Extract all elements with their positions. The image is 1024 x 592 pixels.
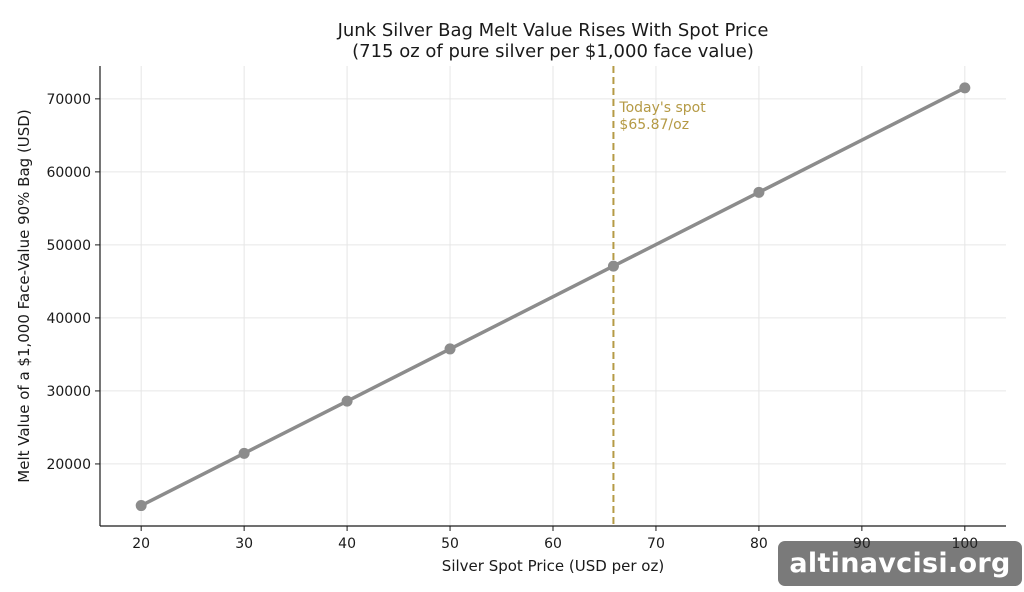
x-tick-label: 30 [235,536,253,552]
watermark-logo: altinavcisi.org [778,541,1022,586]
data-point [135,500,147,512]
y-tick-label: 70000 [46,92,91,108]
spot-label-line2: $65.87/oz [619,117,689,133]
x-tick-label: 50 [441,536,459,552]
data-point [444,343,456,355]
data-point [341,395,353,407]
x-tick-label: 60 [544,536,562,552]
chart-subtitle: (715 oz of pure silver per $1,000 face v… [352,41,754,62]
y-tick-label: 30000 [46,384,91,400]
data-point [753,186,765,198]
data-point [959,82,971,94]
chart-title: Junk Silver Bag Melt Value Rises With Sp… [337,20,769,41]
x-axis-label: Silver Spot Price (USD per oz) [442,557,664,575]
y-tick-label: 50000 [46,238,91,254]
x-tick-label: 70 [647,536,665,552]
y-tick-label: 20000 [46,457,91,473]
x-tick-label: 80 [750,536,768,552]
spot-label-line1: Today's spot [618,100,706,116]
y-tick-label: 40000 [46,311,91,327]
data-point [238,447,250,459]
series [135,82,971,512]
y-tick-label: 60000 [46,165,91,181]
data-point [607,260,619,272]
x-tick-label: 40 [338,536,356,552]
y-ticks: 20000 30000 40000 50000 60000 70000 [46,92,100,473]
spot-annotation: Today's spot $65.87/oz [612,66,706,526]
y-axis-label: Melt Value of a $1,000 Face-Value 90% Ba… [15,109,33,482]
grid [100,66,1006,526]
x-tick-label: 20 [132,536,150,552]
